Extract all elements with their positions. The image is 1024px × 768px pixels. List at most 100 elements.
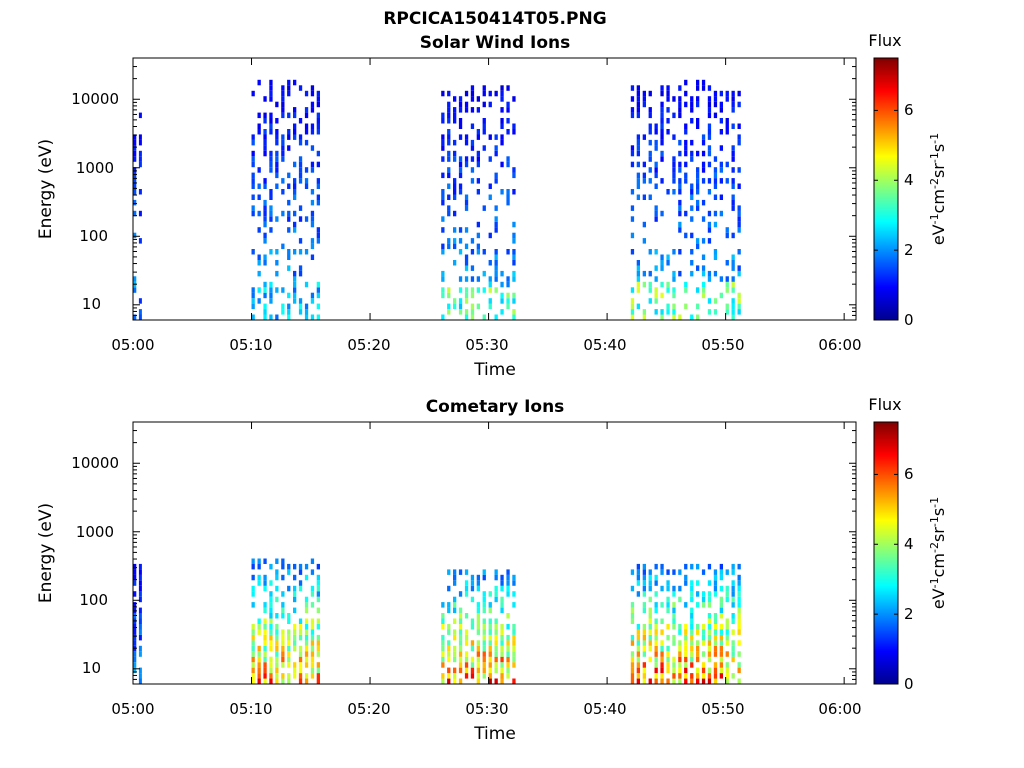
flux-cell [464,613,469,619]
flux-cell [458,640,463,646]
flux-cell [684,574,688,581]
flux-cell [281,145,285,151]
flux-cell [648,167,652,173]
flux-cell [672,607,676,614]
flux-cell [731,183,735,189]
flux-cell [512,292,516,299]
flux-cell [506,156,510,162]
colorbar-gradient [873,421,899,685]
flux-cell [506,199,510,206]
flux-cell [636,591,640,597]
flux-cell [500,292,504,299]
flux-cell [737,101,741,108]
flux-cell [678,651,682,657]
flux-cell [506,580,510,586]
flux-cell [464,314,469,320]
flux-cell [660,101,664,108]
flux-cell [269,85,273,91]
flux-cell [737,596,741,603]
flux-cell [441,287,445,293]
flux-cell [298,216,303,222]
colorbar-title: Flux [868,395,901,414]
flux-cell [464,260,469,266]
flux-cell [494,667,498,674]
flux-cell [506,281,510,288]
flux-cell [269,167,273,173]
flux-cell [281,303,285,310]
flux-cell [133,287,137,293]
flux-cell [713,210,718,217]
flux-cell [642,281,646,288]
flux-cell [684,281,688,288]
flux-cell [642,134,646,140]
flux-cell [287,112,291,119]
flux-cell [707,678,712,684]
flux-cell [287,249,291,255]
flux-cell [316,161,320,168]
flux-cell [678,150,682,157]
flux-cell [251,210,255,217]
flux-cell [690,678,694,684]
flux-cell [719,624,723,630]
flux-cell [636,270,640,277]
flux-cell [263,618,267,624]
flux-cell [731,596,735,603]
flux-cell [506,85,510,91]
flux-cell [690,101,694,108]
flux-cell [470,662,475,668]
flux-cell [281,178,285,184]
flux-cell [666,303,670,310]
flux-cell [257,580,261,586]
flux-cell [696,580,700,586]
flux-cell [648,139,652,146]
flux-cell [482,596,486,603]
flux-cell [731,656,735,663]
flux-cell [701,629,706,635]
flux-cell [642,662,646,668]
flux-cell [464,591,469,597]
y-tick-label: 10 [82,659,101,677]
flux-cell [506,101,510,108]
flux-cell [287,210,291,217]
flux-cell [482,101,486,108]
flux-cell [293,123,297,129]
flux-cell [441,656,445,663]
flux-cell [263,118,267,124]
flux-cell [696,667,700,674]
flux-cell [512,276,516,282]
flux-cell [696,238,700,244]
flux-cell [707,667,712,674]
flux-cell [488,656,492,663]
flux-cell [287,90,291,97]
flux-cell [133,662,137,668]
flux-cell [316,96,320,102]
flux-cell [275,183,279,189]
flux-cell [725,281,729,288]
flux-cell [690,183,694,189]
flux-cell [725,640,729,646]
flux-cell [263,205,267,211]
flux-cell [133,607,137,614]
flux-cell [512,260,516,266]
flux-cell [642,563,646,570]
flux-cell [737,629,741,635]
flux-cell [251,161,255,168]
flux-cell [263,238,267,244]
flux-cell [310,85,315,91]
flux-cell [488,134,492,140]
flux-cell [678,112,682,119]
flux-cell [281,574,285,581]
flux-cell [453,139,457,146]
flux-cell [725,634,729,641]
flux-cell [269,563,273,570]
flux-cell [447,607,451,614]
flux-cell [719,645,723,652]
flux-cell [287,618,291,624]
flux-cell [684,79,688,86]
flux-cell [660,178,664,184]
flux-cell [138,150,142,157]
flux-cell [684,563,688,570]
flux-cell [678,85,682,91]
flux-cell [269,645,273,652]
flux-cell [500,596,504,603]
